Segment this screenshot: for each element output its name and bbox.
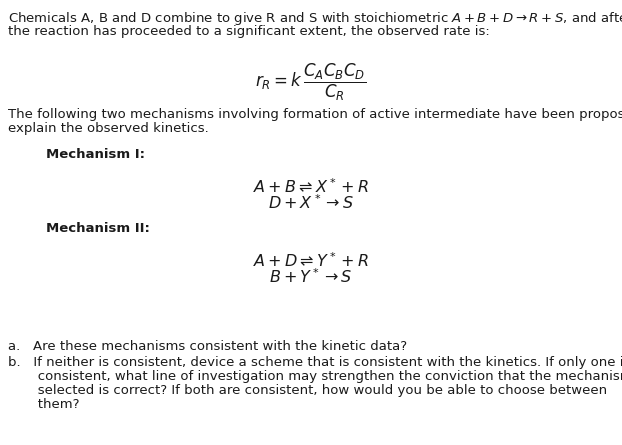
Text: Chemicals A, B and D combine to give R and S with stoichiometric $A + B + D \rig: Chemicals A, B and D combine to give R a… xyxy=(8,10,622,27)
Text: Mechanism II:: Mechanism II: xyxy=(46,222,150,235)
Text: the reaction has proceeded to a significant extent, the observed rate is:: the reaction has proceeded to a signific… xyxy=(8,25,490,38)
Text: b.   If neither is consistent, device a scheme that is consistent with the kinet: b. If neither is consistent, device a sc… xyxy=(8,356,622,369)
Text: $B + Y^* \rightarrow S$: $B + Y^* \rightarrow S$ xyxy=(269,267,353,286)
Text: a.   Are these mechanisms consistent with the kinetic data?: a. Are these mechanisms consistent with … xyxy=(8,340,407,353)
Text: selected is correct? If both are consistent, how would you be able to choose bet: selected is correct? If both are consist… xyxy=(8,384,607,397)
Text: Mechanism I:: Mechanism I: xyxy=(46,148,145,161)
Text: $A + D \rightleftharpoons Y^* + R$: $A + D \rightleftharpoons Y^* + R$ xyxy=(253,251,369,270)
Text: consistent, what line of investigation may strengthen the conviction that the me: consistent, what line of investigation m… xyxy=(8,370,622,383)
Text: $A + B \rightleftharpoons X^* + R$: $A + B \rightleftharpoons X^* + R$ xyxy=(253,177,369,196)
Text: $r_R = k\,\dfrac{C_A C_B C_D}{C_R}$: $r_R = k\,\dfrac{C_A C_B C_D}{C_R}$ xyxy=(255,62,367,103)
Text: $D + X^* \rightarrow S$: $D + X^* \rightarrow S$ xyxy=(268,193,354,212)
Text: The following two mechanisms involving formation of active intermediate have bee: The following two mechanisms involving f… xyxy=(8,108,622,121)
Text: explain the observed kinetics.: explain the observed kinetics. xyxy=(8,122,209,135)
Text: them?: them? xyxy=(8,398,80,411)
